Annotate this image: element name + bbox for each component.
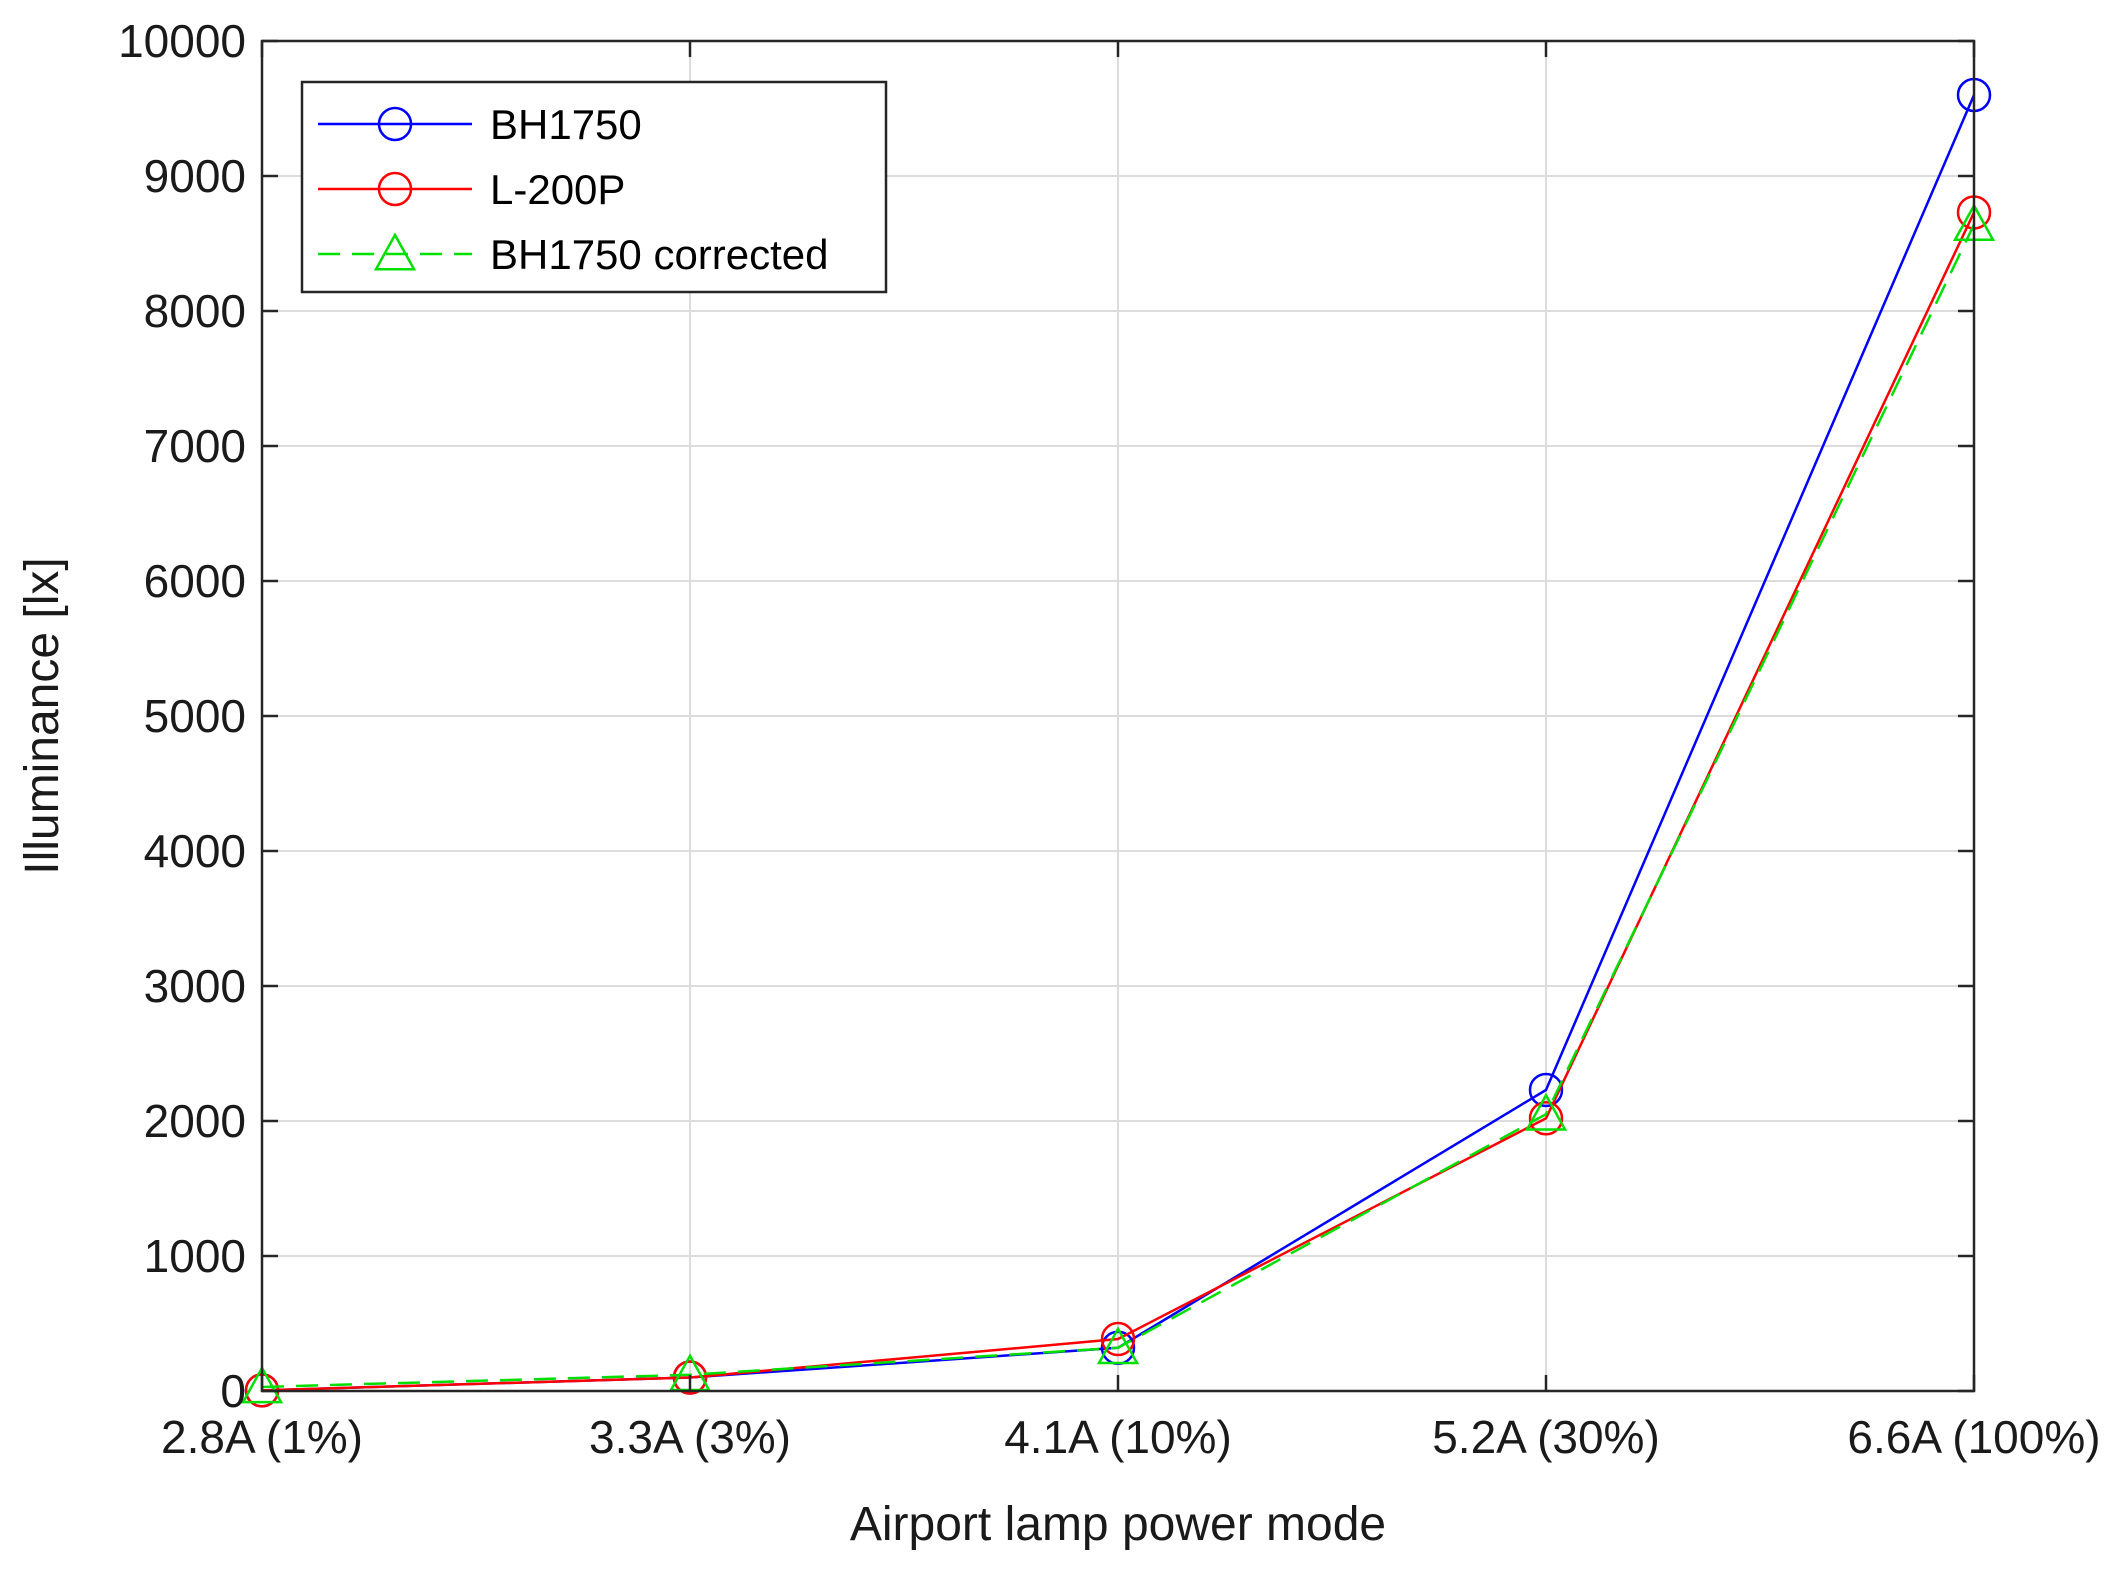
data-point xyxy=(1524,1092,1568,1131)
data-point xyxy=(1100,1321,1136,1357)
x-axis-tick-labels: 2.8A (1%) 3.3A (3%) 4.1A (10%) 5.2A (30%) 6.… xyxy=(161,1411,2101,1463)
y-axis-tick-labels: 0 1000 2000 3000 4000 5000 6000 7000 8000 9000 100… xyxy=(118,15,246,1417)
x-tick-label: 4.1A (10%) xyxy=(1004,1411,1232,1463)
y-tick-label: 2000 xyxy=(144,1095,246,1147)
data-point xyxy=(240,1365,284,1404)
legend-label: BH1750 xyxy=(490,101,642,148)
series-bh1750-corrected xyxy=(240,203,1996,1404)
axis-ticks xyxy=(260,39,1976,1393)
legend-item: BH1750 corrected xyxy=(318,231,829,278)
y-tick-label: 8000 xyxy=(144,285,246,337)
legend-marker xyxy=(373,232,417,271)
x-tick-label: 6.6A (100%) xyxy=(1847,1411,2100,1463)
y-tick-label: 3000 xyxy=(144,960,246,1012)
legend-label: BH1750 corrected xyxy=(490,231,829,278)
y-tick-label: 9000 xyxy=(144,150,246,202)
data-point xyxy=(1528,1072,1564,1108)
x-tick-label: 5.2A (30%) xyxy=(1432,1411,1660,1463)
y-tick-label: 10000 xyxy=(118,15,246,67)
y-tick-label: 0 xyxy=(220,1365,246,1417)
legend-item: BH1750 xyxy=(318,101,642,148)
legend: BH1750 L-200P BH1750 corrected xyxy=(300,80,888,294)
x-axis-title: Airport lamp power mode xyxy=(850,1498,1386,1551)
y-tick-label: 4000 xyxy=(144,825,246,877)
y-tick-label: 1000 xyxy=(144,1230,246,1282)
legend-marker xyxy=(377,106,413,142)
data-point xyxy=(672,1360,708,1395)
series-line xyxy=(261,224,1976,1389)
data-point xyxy=(1096,1326,1140,1365)
x-tick-label: 2.8A (1%) xyxy=(161,1411,363,1463)
legend-item: L-200P xyxy=(318,166,625,213)
y-tick-label: 7000 xyxy=(144,420,246,472)
y-tick-label: 5000 xyxy=(144,690,246,742)
data-point xyxy=(1528,1101,1564,1136)
x-tick-label: 3.3A (3%) xyxy=(589,1411,791,1463)
y-axis-title: Illuminance [lx] xyxy=(16,557,69,874)
legend-items: BH1750 L-200P BH1750 corrected xyxy=(318,101,829,278)
legend-label: L-200P xyxy=(490,166,625,213)
legend-marker xyxy=(377,171,413,207)
data-series xyxy=(240,77,1996,1408)
y-tick-label: 6000 xyxy=(144,555,246,607)
legend-box xyxy=(300,80,888,294)
